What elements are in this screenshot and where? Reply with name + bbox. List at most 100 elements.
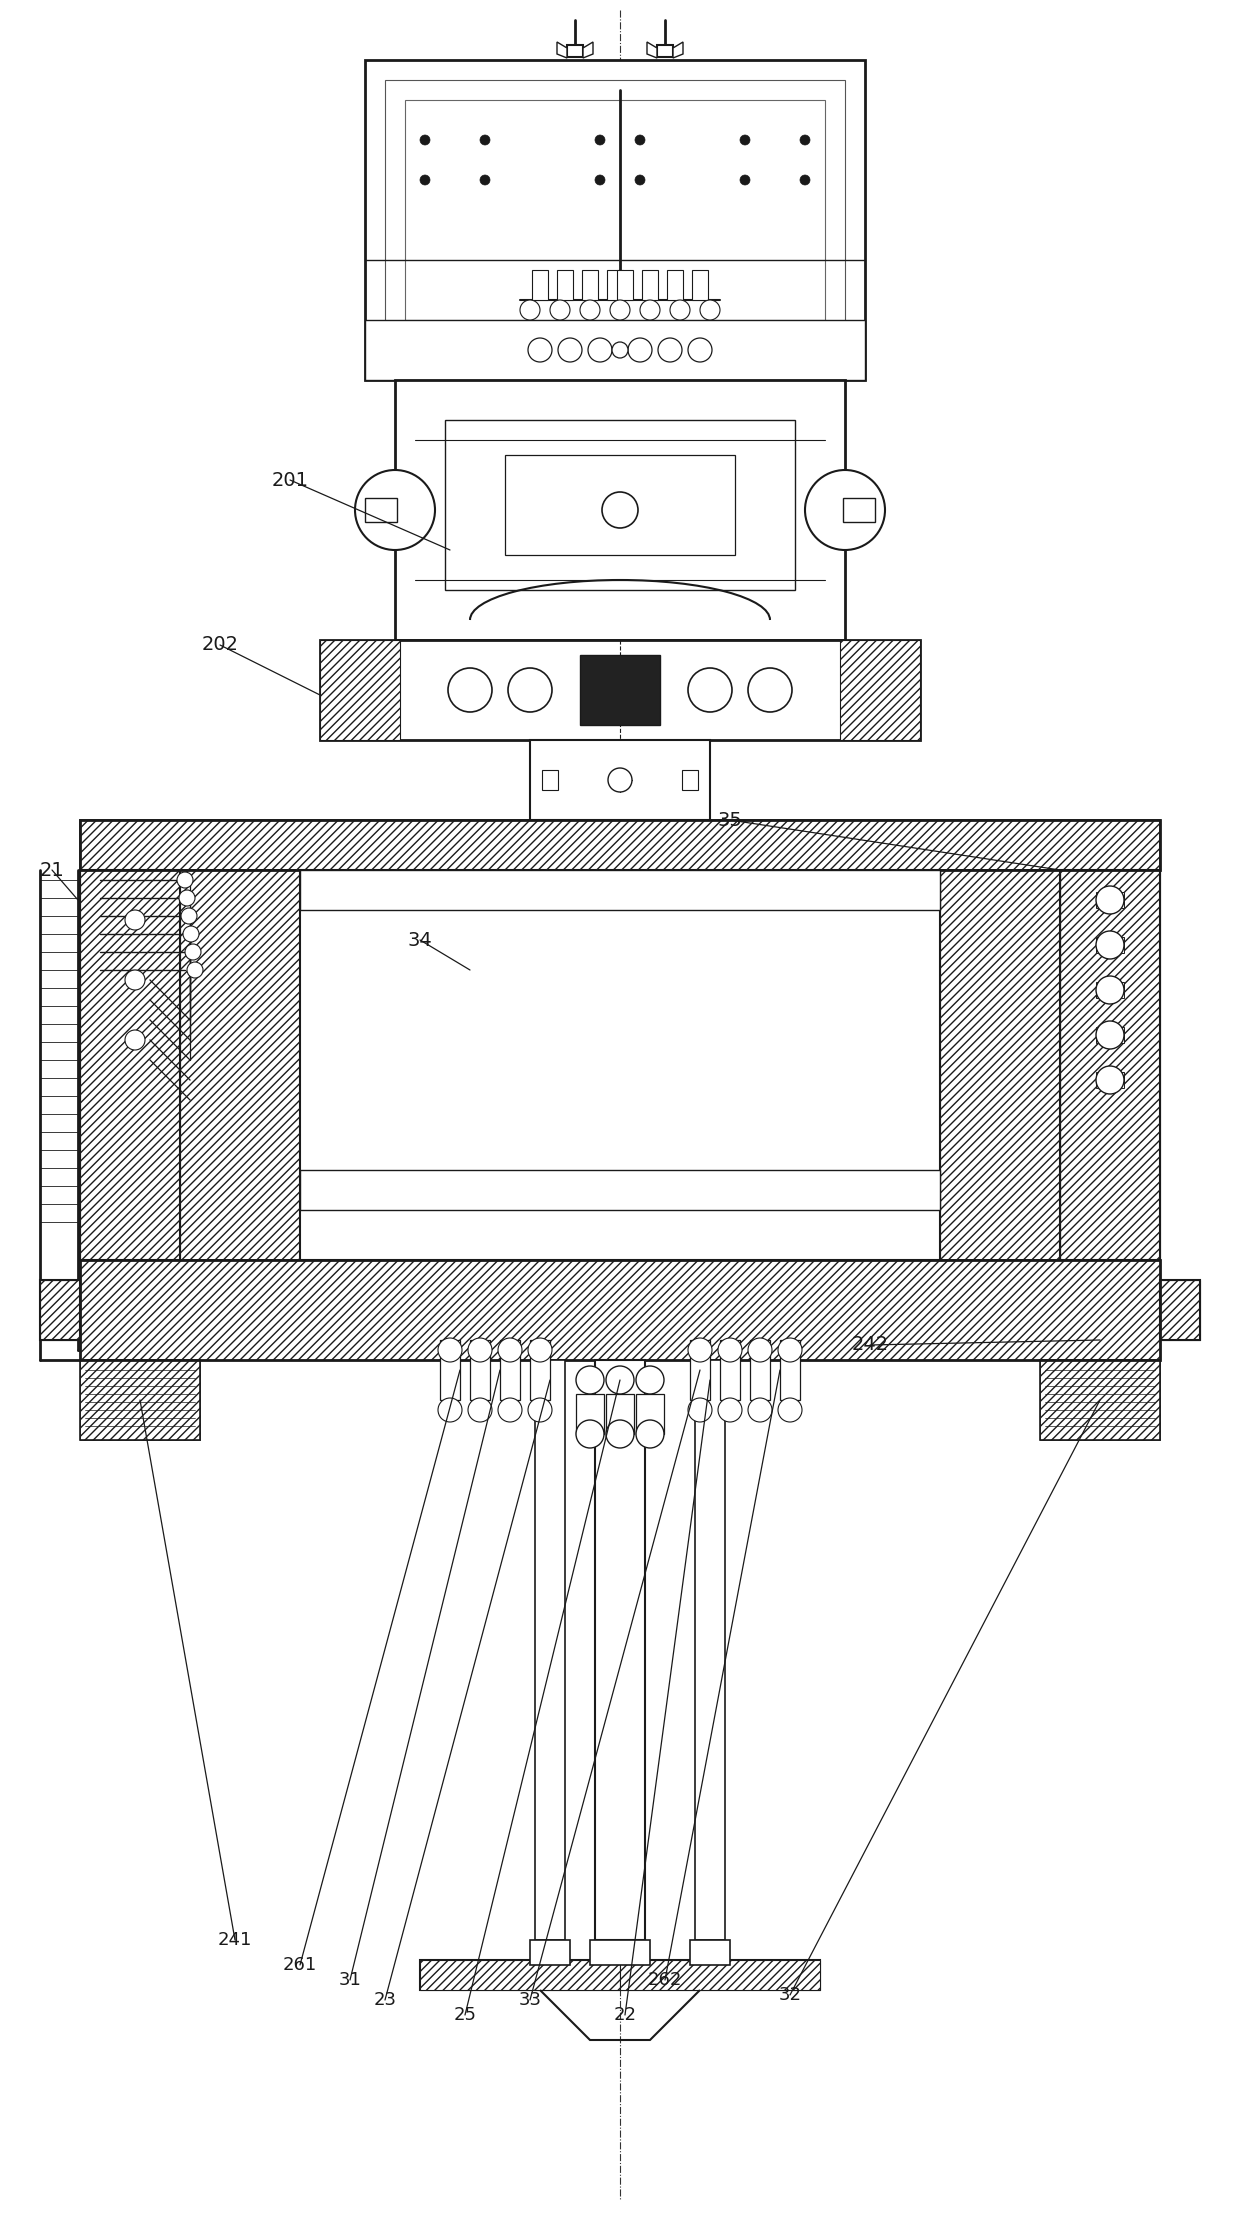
Bar bbox=[606, 1394, 634, 1435]
Bar bbox=[81, 1260, 1159, 1361]
Bar bbox=[420, 1960, 620, 1990]
Bar bbox=[1040, 1361, 1159, 1439]
Circle shape bbox=[420, 134, 430, 145]
Bar bbox=[940, 871, 1060, 1260]
Circle shape bbox=[125, 969, 145, 989]
Bar bbox=[940, 871, 1060, 1260]
Bar bbox=[682, 770, 698, 790]
Text: 261: 261 bbox=[283, 1956, 317, 1974]
Circle shape bbox=[606, 1365, 634, 1394]
Circle shape bbox=[688, 1399, 712, 1421]
Circle shape bbox=[635, 134, 645, 145]
Circle shape bbox=[688, 338, 712, 363]
Circle shape bbox=[179, 891, 195, 906]
Bar bbox=[532, 271, 548, 300]
Bar bbox=[580, 656, 660, 725]
Bar bbox=[445, 421, 795, 591]
Bar bbox=[81, 819, 1159, 871]
Circle shape bbox=[613, 342, 627, 358]
Circle shape bbox=[1096, 1021, 1123, 1050]
Circle shape bbox=[185, 944, 201, 960]
Bar bbox=[720, 1341, 740, 1401]
Bar bbox=[608, 271, 622, 300]
Bar bbox=[405, 101, 825, 320]
Circle shape bbox=[627, 338, 652, 363]
Bar bbox=[618, 271, 632, 300]
Bar bbox=[81, 819, 1159, 871]
Circle shape bbox=[595, 134, 605, 145]
Circle shape bbox=[777, 1338, 802, 1363]
Circle shape bbox=[438, 1338, 463, 1363]
Bar bbox=[567, 45, 583, 56]
Bar bbox=[300, 871, 940, 1260]
Bar bbox=[750, 1341, 770, 1401]
Text: 241: 241 bbox=[218, 1931, 252, 1949]
Text: 202: 202 bbox=[201, 636, 238, 653]
Bar bbox=[557, 271, 573, 300]
Circle shape bbox=[1096, 1065, 1123, 1094]
Bar bbox=[396, 380, 844, 640]
Bar bbox=[81, 1361, 200, 1439]
Circle shape bbox=[740, 175, 750, 186]
Bar bbox=[81, 1361, 200, 1439]
Circle shape bbox=[181, 909, 197, 924]
Circle shape bbox=[125, 1029, 145, 1050]
Circle shape bbox=[480, 134, 490, 145]
Circle shape bbox=[420, 175, 430, 186]
Bar bbox=[1060, 871, 1159, 1260]
Bar bbox=[1040, 1361, 1159, 1439]
Circle shape bbox=[635, 175, 645, 186]
Bar bbox=[1060, 871, 1159, 1260]
Bar bbox=[1096, 1027, 1123, 1043]
Circle shape bbox=[640, 300, 660, 320]
Bar bbox=[590, 1940, 650, 1965]
Circle shape bbox=[508, 667, 552, 712]
Text: 34: 34 bbox=[408, 931, 433, 949]
Circle shape bbox=[577, 1365, 604, 1394]
Circle shape bbox=[740, 134, 750, 145]
Text: 35: 35 bbox=[718, 810, 743, 830]
Circle shape bbox=[748, 1399, 773, 1421]
Circle shape bbox=[718, 1399, 742, 1421]
Bar bbox=[1096, 893, 1123, 909]
Bar bbox=[440, 1341, 460, 1401]
Circle shape bbox=[551, 300, 570, 320]
Text: 262: 262 bbox=[647, 1972, 682, 1990]
Bar bbox=[620, 1960, 820, 1990]
Circle shape bbox=[800, 175, 810, 186]
Circle shape bbox=[1096, 976, 1123, 1005]
Bar bbox=[667, 271, 683, 300]
Circle shape bbox=[184, 927, 198, 942]
Bar bbox=[534, 1361, 565, 1940]
Bar bbox=[689, 1341, 711, 1401]
Text: 32: 32 bbox=[779, 1985, 801, 2003]
Circle shape bbox=[670, 300, 689, 320]
Polygon shape bbox=[647, 43, 657, 58]
Circle shape bbox=[601, 492, 639, 528]
Circle shape bbox=[355, 470, 435, 551]
Bar bbox=[780, 1341, 800, 1401]
Bar bbox=[81, 1260, 1159, 1361]
Bar bbox=[365, 499, 397, 521]
Circle shape bbox=[608, 768, 632, 792]
Bar bbox=[320, 640, 401, 741]
Circle shape bbox=[688, 1338, 712, 1363]
Bar bbox=[1159, 1280, 1200, 1341]
Circle shape bbox=[718, 1338, 742, 1363]
Circle shape bbox=[588, 338, 613, 363]
Bar bbox=[40, 1280, 81, 1341]
Bar bbox=[577, 1394, 604, 1435]
Bar bbox=[642, 271, 658, 300]
Circle shape bbox=[606, 1419, 634, 1448]
Circle shape bbox=[805, 470, 885, 551]
Circle shape bbox=[777, 1399, 802, 1421]
Bar bbox=[300, 1170, 940, 1211]
Circle shape bbox=[1096, 931, 1123, 960]
Bar bbox=[365, 320, 866, 380]
Circle shape bbox=[658, 338, 682, 363]
Bar bbox=[470, 1341, 490, 1401]
Text: 23: 23 bbox=[373, 1992, 397, 2010]
Bar bbox=[694, 1361, 725, 1940]
Circle shape bbox=[528, 1338, 552, 1363]
Circle shape bbox=[467, 1338, 492, 1363]
